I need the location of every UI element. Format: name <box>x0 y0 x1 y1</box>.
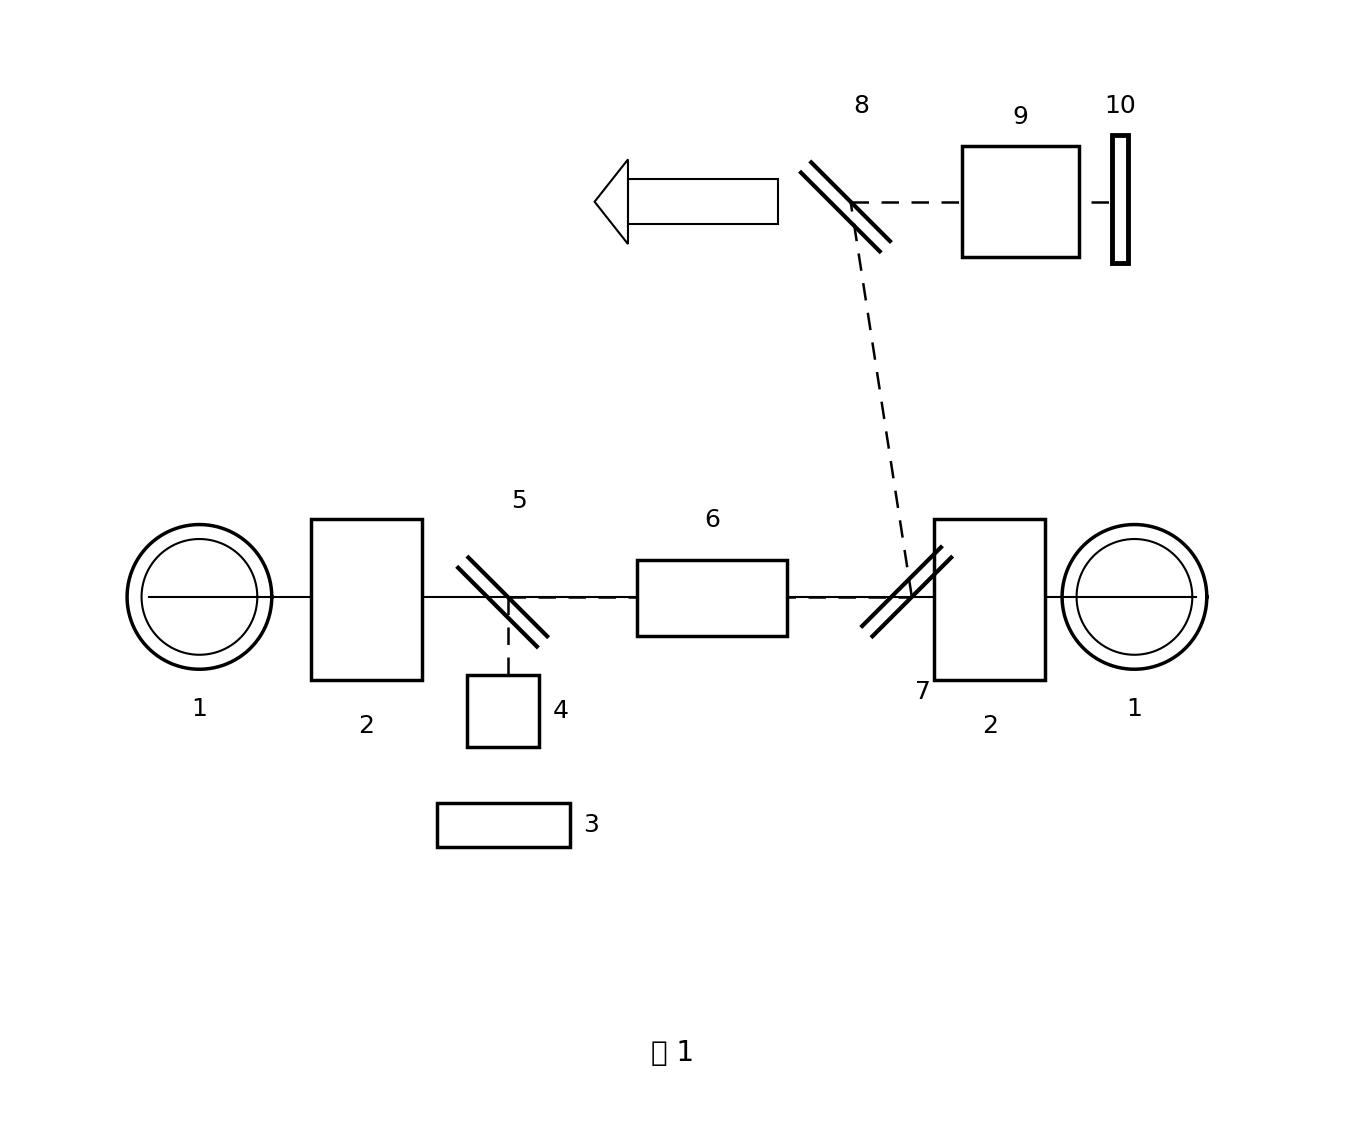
Bar <box>467 675 539 747</box>
Text: 3: 3 <box>584 813 600 837</box>
Bar <box>1112 135 1127 263</box>
Bar <box>962 147 1079 257</box>
Text: 6: 6 <box>703 508 720 532</box>
Text: 1: 1 <box>191 698 207 721</box>
Polygon shape <box>594 159 628 245</box>
Text: 2: 2 <box>982 713 998 738</box>
Text: 图 1: 图 1 <box>651 1039 694 1067</box>
Text: 5: 5 <box>511 489 527 514</box>
Text: 1: 1 <box>1127 698 1142 721</box>
Text: 2: 2 <box>358 713 374 738</box>
Text: 8: 8 <box>854 95 870 118</box>
Text: 4: 4 <box>553 699 569 724</box>
Bar <box>311 518 422 681</box>
Bar <box>933 518 1045 681</box>
Text: 10: 10 <box>1104 95 1135 118</box>
Bar <box>437 802 570 848</box>
Text: 9: 9 <box>1013 106 1029 130</box>
Text: 7: 7 <box>915 681 931 704</box>
Polygon shape <box>628 179 779 224</box>
Bar <box>638 560 787 636</box>
